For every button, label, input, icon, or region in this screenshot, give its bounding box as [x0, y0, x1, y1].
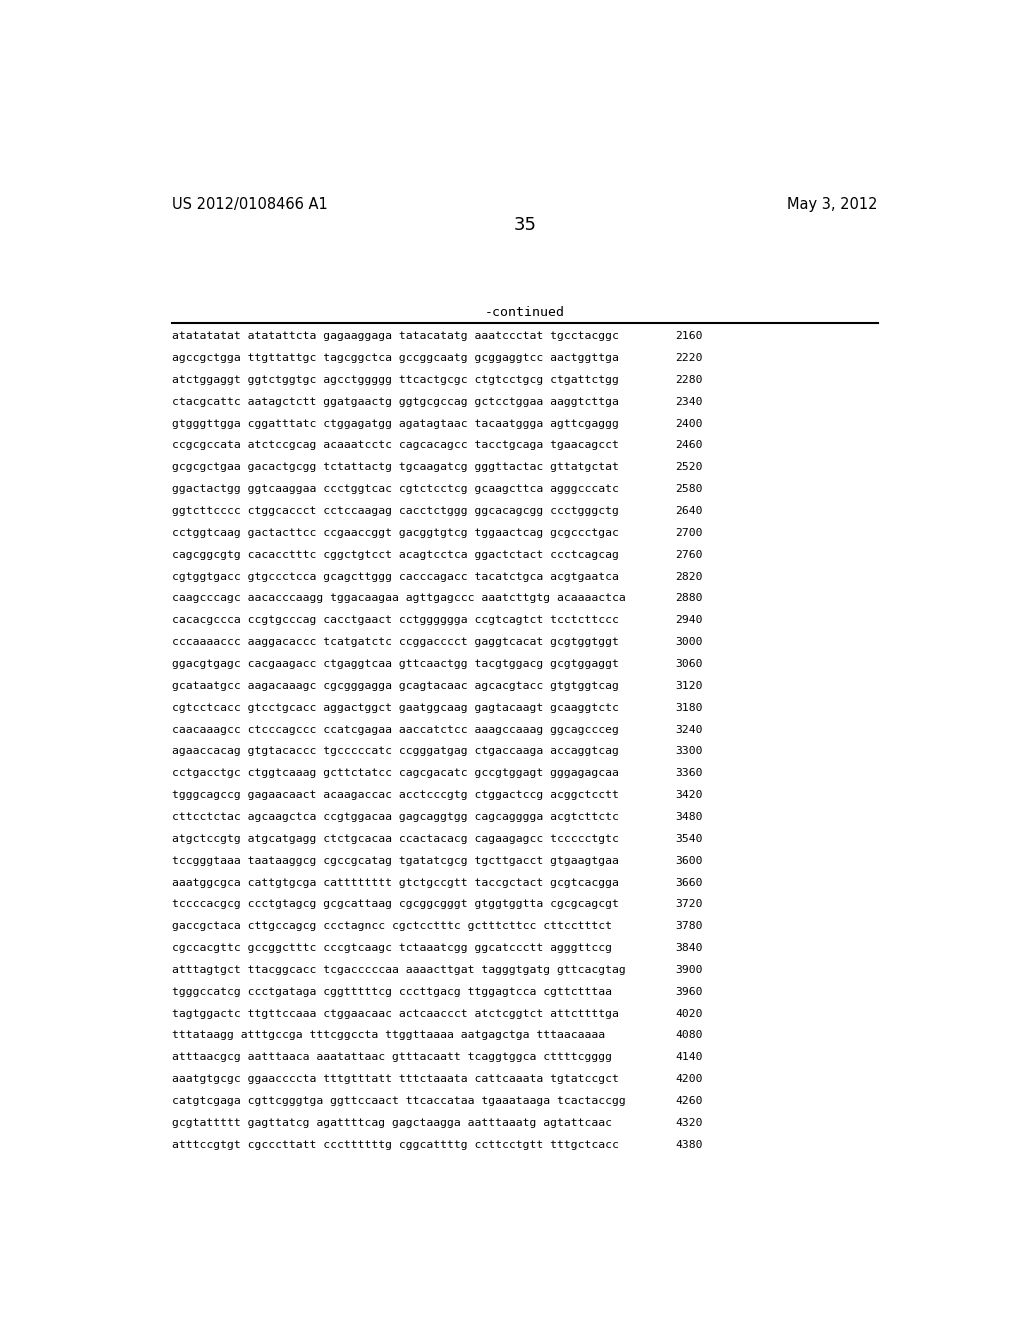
Text: 2220: 2220: [676, 352, 703, 363]
Text: cgtggtgacc gtgccctcca gcagcttggg cacccagacc tacatctgca acgtgaatca: cgtggtgacc gtgccctcca gcagcttggg cacccag…: [172, 572, 618, 582]
Text: aaatggcgca cattgtgcga catttttttt gtctgccgtt taccgctact gcgtcacgga: aaatggcgca cattgtgcga catttttttt gtctgcc…: [172, 878, 618, 887]
Text: 2820: 2820: [676, 572, 703, 582]
Text: gtgggttgga cggatttatc ctggagatgg agatagtaac tacaatggga agttcgaggg: gtgggttgga cggatttatc ctggagatgg agatagt…: [172, 418, 618, 429]
Text: 2760: 2760: [676, 549, 703, 560]
Text: ctacgcattc aatagctctt ggatgaactg ggtgcgccag gctcctggaa aaggtcttga: ctacgcattc aatagctctt ggatgaactg ggtgcgc…: [172, 397, 618, 407]
Text: 3360: 3360: [676, 768, 703, 779]
Text: May 3, 2012: May 3, 2012: [787, 197, 878, 213]
Text: 3900: 3900: [676, 965, 703, 975]
Text: 3240: 3240: [676, 725, 703, 734]
Text: tagtggactc ttgttccaaa ctggaacaac actcaaccct atctcggtct attcttttga: tagtggactc ttgttccaaa ctggaacaac actcaac…: [172, 1008, 618, 1019]
Text: 2640: 2640: [676, 506, 703, 516]
Text: tgggccatcg ccctgataga cggtttttcg cccttgacg ttggagtcca cgttctttaa: tgggccatcg ccctgataga cggtttttcg cccttga…: [172, 987, 611, 997]
Text: 3300: 3300: [676, 746, 703, 756]
Text: catgtcgaga cgttcgggtga ggttccaact ttcaccataa tgaaataaga tcactaccgg: catgtcgaga cgttcgggtga ggttccaact ttcacc…: [172, 1096, 626, 1106]
Text: cacacgccca ccgtgcccag cacctgaact cctgggggga ccgtcagtct tcctcttccc: cacacgccca ccgtgcccag cacctgaact cctgggg…: [172, 615, 618, 626]
Text: atttagtgct ttacggcacc tcgacccccaa aaaacttgat tagggtgatg gttcacgtag: atttagtgct ttacggcacc tcgacccccaa aaaact…: [172, 965, 626, 975]
Text: gcgtattttt gagttatcg agattttcag gagctaagga aatttaaatg agtattcaac: gcgtattttt gagttatcg agattttcag gagctaag…: [172, 1118, 611, 1127]
Text: cagcggcgtg cacacctttc cggctgtcct acagtcctca ggactctact ccctcagcag: cagcggcgtg cacacctttc cggctgtcct acagtcc…: [172, 549, 618, 560]
Text: 3660: 3660: [676, 878, 703, 887]
Text: 3960: 3960: [676, 987, 703, 997]
Text: atttccgtgt cgcccttatt cccttttttg cggcattttg ccttcctgtt tttgctcacc: atttccgtgt cgcccttatt cccttttttg cggcatt…: [172, 1139, 618, 1150]
Text: agccgctgga ttgttattgc tagcggctca gccggcaatg gcggaggtcc aactggttga: agccgctgga ttgttattgc tagcggctca gccggca…: [172, 352, 618, 363]
Text: 3420: 3420: [676, 791, 703, 800]
Text: 4020: 4020: [676, 1008, 703, 1019]
Text: aaatgtgcgc ggaaccccta tttgtttatt tttctaaata cattcaaata tgtatccgct: aaatgtgcgc ggaaccccta tttgtttatt tttctaa…: [172, 1074, 618, 1084]
Text: 3840: 3840: [676, 942, 703, 953]
Text: 2700: 2700: [676, 528, 703, 537]
Text: 2580: 2580: [676, 484, 703, 494]
Text: 3780: 3780: [676, 921, 703, 931]
Text: 4080: 4080: [676, 1031, 703, 1040]
Text: 3000: 3000: [676, 638, 703, 647]
Text: 2400: 2400: [676, 418, 703, 429]
Text: 2160: 2160: [676, 331, 703, 341]
Text: ggacgtgagc cacgaagacc ctgaggtcaa gttcaactgg tacgtggacg gcgtggaggt: ggacgtgagc cacgaagacc ctgaggtcaa gttcaac…: [172, 659, 618, 669]
Text: 3720: 3720: [676, 899, 703, 909]
Text: ggactactgg ggtcaaggaa ccctggtcac cgtctcctcg gcaagcttca agggcccatc: ggactactgg ggtcaaggaa ccctggtcac cgtctcc…: [172, 484, 618, 494]
Text: agaaccacag gtgtacaccc tgcccccatc ccgggatgag ctgaccaaga accaggtcag: agaaccacag gtgtacaccc tgcccccatc ccgggat…: [172, 746, 618, 756]
Text: tccccacgcg ccctgtagcg gcgcattaag cgcggcgggt gtggtggtta cgcgcagcgt: tccccacgcg ccctgtagcg gcgcattaag cgcggcg…: [172, 899, 618, 909]
Text: atgctccgtg atgcatgagg ctctgcacaa ccactacacg cagaagagcc tccccctgtc: atgctccgtg atgcatgagg ctctgcacaa ccactac…: [172, 834, 618, 843]
Text: cctggtcaag gactacttcc ccgaaccggt gacggtgtcg tggaactcag gcgccctgac: cctggtcaag gactacttcc ccgaaccggt gacggtg…: [172, 528, 618, 537]
Text: 3120: 3120: [676, 681, 703, 690]
Text: atctggaggt ggtctggtgc agcctggggg ttcactgcgc ctgtcctgcg ctgattctgg: atctggaggt ggtctggtgc agcctggggg ttcactg…: [172, 375, 618, 385]
Text: cttcctctac agcaagctca ccgtggacaa gagcaggtgg cagcagggga acgtcttctc: cttcctctac agcaagctca ccgtggacaa gagcagg…: [172, 812, 618, 822]
Text: 3480: 3480: [676, 812, 703, 822]
Text: 4320: 4320: [676, 1118, 703, 1127]
Text: cctgacctgc ctggtcaaag gcttctatcc cagcgacatc gccgtggagt gggagagcaa: cctgacctgc ctggtcaaag gcttctatcc cagcgac…: [172, 768, 618, 779]
Text: cccaaaaccc aaggacaccc tcatgatctc ccggacccct gaggtcacat gcgtggtggt: cccaaaaccc aaggacaccc tcatgatctc ccggacc…: [172, 638, 618, 647]
Text: 4200: 4200: [676, 1074, 703, 1084]
Text: 3060: 3060: [676, 659, 703, 669]
Text: atatatatat atatattcta gagaaggaga tatacatatg aaatccctat tgcctacggc: atatatatat atatattcta gagaaggaga tatacat…: [172, 331, 618, 341]
Text: 4260: 4260: [676, 1096, 703, 1106]
Text: gcgcgctgaa gacactgcgg tctattactg tgcaagatcg gggttactac gttatgctat: gcgcgctgaa gacactgcgg tctattactg tgcaaga…: [172, 462, 618, 473]
Text: 3540: 3540: [676, 834, 703, 843]
Text: 3600: 3600: [676, 855, 703, 866]
Text: -continued: -continued: [484, 306, 565, 318]
Text: tgggcagccg gagaacaact acaagaccac acctcccgtg ctggactccg acggctcctt: tgggcagccg gagaacaact acaagaccac acctccc…: [172, 791, 618, 800]
Text: 35: 35: [513, 216, 537, 235]
Text: cgtcctcacc gtcctgcacc aggactggct gaatggcaag gagtacaagt gcaaggtctc: cgtcctcacc gtcctgcacc aggactggct gaatggc…: [172, 702, 618, 713]
Text: US 2012/0108466 A1: US 2012/0108466 A1: [172, 197, 328, 213]
Text: gaccgctaca cttgccagcg ccctagncc cgctcctttc gctttcttcc cttcctttct: gaccgctaca cttgccagcg ccctagncc cgctcctt…: [172, 921, 611, 931]
Text: caagcccagc aacacccaagg tggacaagaa agttgagccc aaatcttgtg acaaaactca: caagcccagc aacacccaagg tggacaagaa agttga…: [172, 594, 626, 603]
Text: 4140: 4140: [676, 1052, 703, 1063]
Text: tttataagg atttgccga tttcggccta ttggttaaaa aatgagctga tttaacaaaa: tttataagg atttgccga tttcggccta ttggttaaa…: [172, 1031, 605, 1040]
Text: gcataatgcc aagacaaagc cgcgggagga gcagtacaac agcacgtacc gtgtggtcag: gcataatgcc aagacaaagc cgcgggagga gcagtac…: [172, 681, 618, 690]
Text: 2520: 2520: [676, 462, 703, 473]
Text: ccgcgccata atctccgcag acaaatcctc cagcacagcc tacctgcaga tgaacagcct: ccgcgccata atctccgcag acaaatcctc cagcaca…: [172, 441, 618, 450]
Text: caacaaagcc ctcccagccc ccatcgagaa aaccatctcc aaagccaaag ggcagccceg: caacaaagcc ctcccagccc ccatcgagaa aaccatc…: [172, 725, 618, 734]
Text: tccgggtaaa taataaggcg cgccgcatag tgatatcgcg tgcttgacct gtgaagtgaa: tccgggtaaa taataaggcg cgccgcatag tgatatc…: [172, 855, 618, 866]
Text: cgccacgttc gccggctttc cccgtcaagc tctaaatcgg ggcatccctt agggttccg: cgccacgttc gccggctttc cccgtcaagc tctaaat…: [172, 942, 611, 953]
Text: 2280: 2280: [676, 375, 703, 385]
Text: 2880: 2880: [676, 594, 703, 603]
Text: atttaacgcg aatttaaca aaatattaac gtttacaatt tcaggtggca cttttcgggg: atttaacgcg aatttaaca aaatattaac gtttacaa…: [172, 1052, 611, 1063]
Text: 4380: 4380: [676, 1139, 703, 1150]
Text: 2340: 2340: [676, 397, 703, 407]
Text: 2940: 2940: [676, 615, 703, 626]
Text: 3180: 3180: [676, 702, 703, 713]
Text: ggtcttcccc ctggcaccct cctccaagag cacctctggg ggcacagcgg ccctgggctg: ggtcttcccc ctggcaccct cctccaagag cacctct…: [172, 506, 618, 516]
Text: 2460: 2460: [676, 441, 703, 450]
